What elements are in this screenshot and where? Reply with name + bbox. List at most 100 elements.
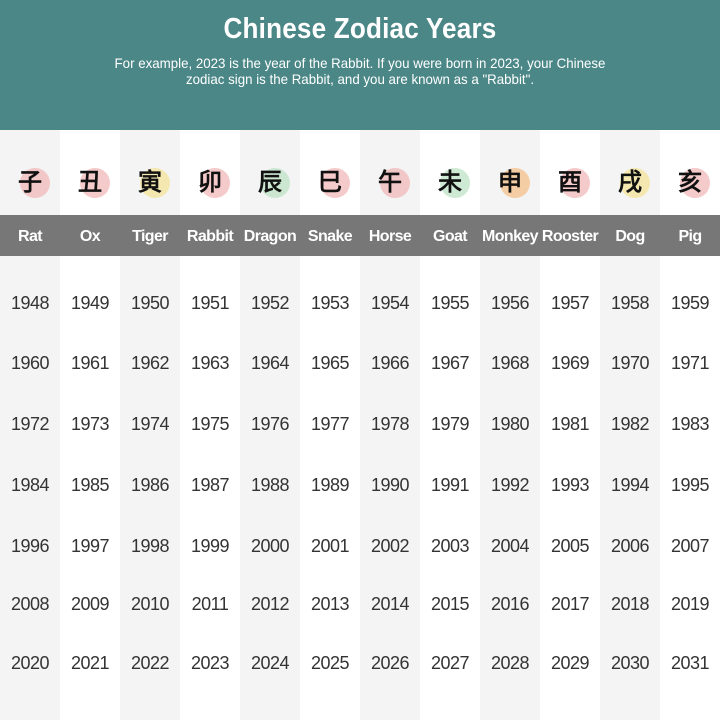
year-cell: 1991	[430, 475, 470, 495]
year-cell: 1989	[310, 475, 350, 495]
year-cell: 1999	[190, 536, 230, 556]
year-cell: 2030	[610, 653, 650, 673]
year-cell: 2016	[490, 594, 530, 614]
color-blob	[380, 168, 410, 198]
color-blob	[140, 168, 170, 198]
sign-name-ox: Ox	[79, 228, 101, 245]
column-snake: 巳 1953 1965 1977 1989 2001 2013 2025	[300, 130, 360, 720]
year-cell: 2010	[130, 594, 170, 614]
year-cell: 1949	[70, 293, 110, 313]
column-pig: 亥 1959 1971 1983 1995 2007 2019 2031	[660, 130, 720, 720]
color-blob	[80, 168, 110, 198]
year-cell: 2021	[70, 653, 110, 673]
year-cell: 1950	[130, 293, 170, 313]
sign-names-row: Rat Ox Tiger Rabbit Dragon Snake Horse Goat Monk…	[0, 215, 720, 256]
zodiac-character: 亥	[678, 167, 702, 196]
rat-icon: 子	[0, 148, 60, 208]
year-cell: 1960	[10, 353, 50, 373]
year-cell: 1979	[430, 414, 470, 434]
sign-name-dog: Dog	[615, 228, 645, 245]
year-cell: 2006	[610, 536, 650, 556]
year-cell: 1978	[370, 414, 410, 434]
sign-name-monkey: Monkey	[482, 228, 539, 245]
year-cell: 1993	[550, 475, 590, 495]
year-cell: 1977	[310, 414, 350, 434]
year-cell: 2005	[550, 536, 590, 556]
year-cell: 1984	[10, 475, 50, 495]
year-cell: 2025	[310, 653, 350, 673]
year-cell: 1968	[490, 353, 530, 373]
zodiac-character: 午	[378, 167, 402, 196]
year-cell: 2017	[550, 594, 590, 614]
color-blob	[680, 168, 710, 198]
year-cell: 1957	[550, 293, 590, 313]
zodiac-character: 丑	[78, 167, 102, 196]
year-cell: 1970	[610, 353, 650, 373]
column-ox: 丑 1949 1961 1973 1985 1997 2009 2021	[60, 130, 120, 720]
zodiac-character: 酉	[558, 167, 582, 196]
year-cell: 1962	[130, 353, 170, 373]
dragon-icon: 辰	[240, 148, 300, 208]
zodiac-character: 戌	[618, 167, 642, 196]
dog-icon: 戌	[600, 148, 660, 208]
year-cell: 1963	[190, 353, 230, 373]
year-cell: 1955	[430, 293, 470, 313]
zodiac-character: 申	[498, 167, 522, 196]
year-cell: 1981	[550, 414, 590, 434]
header: Chinese Zodiac Years For example, 2023 i…	[0, 0, 720, 130]
horse-icon: 午	[360, 148, 420, 208]
year-cell: 2009	[70, 594, 110, 614]
year-cell: 1958	[610, 293, 650, 313]
zodiac-character: 未	[438, 167, 462, 196]
year-cell: 2024	[250, 653, 290, 673]
year-cell: 1988	[250, 475, 290, 495]
year-cell: 2007	[670, 536, 710, 556]
color-blob	[20, 168, 50, 198]
sign-name-band	[0, 215, 720, 256]
zodiac-character: 子	[18, 167, 42, 196]
year-cell: 1965	[310, 353, 350, 373]
year-cell: 2000	[250, 536, 290, 556]
sign-name-pig: Pig	[678, 228, 702, 245]
year-cell: 2031	[670, 653, 710, 673]
rabbit-icon: 卯	[180, 148, 240, 208]
year-cell: 1992	[490, 475, 530, 495]
year-cell: 1972	[10, 414, 50, 434]
year-cell: 1995	[670, 475, 710, 495]
year-cell: 1967	[430, 353, 470, 373]
sign-name-goat: Goat	[432, 228, 468, 245]
year-cell: 1959	[670, 293, 710, 313]
year-cell: 1973	[70, 414, 110, 434]
year-cell: 1980	[490, 414, 530, 434]
color-blob	[620, 168, 650, 198]
year-cell: 2011	[191, 594, 229, 614]
year-cell: 1985	[70, 475, 110, 495]
color-blob	[200, 168, 230, 198]
year-cell: 1990	[370, 475, 410, 495]
year-cell: 2001	[310, 536, 350, 556]
column-goat: 未 1955 1967 1979 1991 2003 2015 2027	[420, 130, 480, 720]
color-blob	[500, 168, 530, 198]
zodiac-character: 辰	[258, 167, 282, 196]
year-cell: 1971	[670, 353, 710, 373]
color-blob	[440, 168, 470, 198]
year-cell: 2027	[430, 653, 470, 673]
year-cell: 2020	[10, 653, 50, 673]
sign-name-snake: Snake	[307, 228, 353, 245]
color-blob	[260, 168, 290, 198]
sign-name-rooster: Rooster	[541, 228, 599, 245]
year-cell: 2002	[370, 536, 410, 556]
year-cell: 2019	[670, 594, 710, 614]
year-cell: 1986	[130, 475, 170, 495]
year-cell: 2028	[490, 653, 530, 673]
year-cell: 2012	[250, 594, 290, 614]
year-cell: 2018	[610, 594, 650, 614]
year-cell: 1982	[610, 414, 650, 434]
year-cell: 2015	[430, 594, 470, 614]
zodiac-character: 巳	[318, 167, 342, 196]
year-cell: 1964	[250, 353, 290, 373]
year-cell: 1976	[250, 414, 290, 434]
zodiac-character: 寅	[138, 167, 162, 196]
goat-icon: 未	[420, 148, 480, 208]
sign-name-rabbit: Rabbit	[186, 228, 234, 245]
